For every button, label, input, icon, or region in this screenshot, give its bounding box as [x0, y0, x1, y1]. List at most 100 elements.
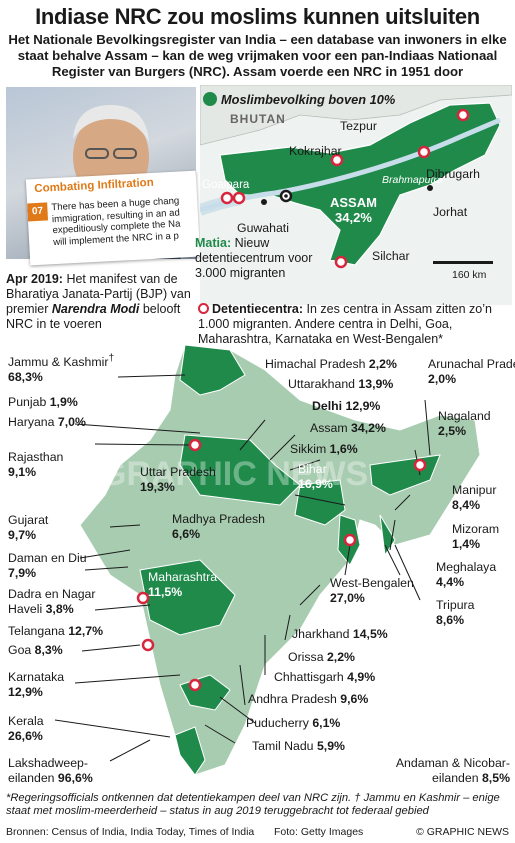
- label-jharkhand: Jharkhand 14,5%: [292, 627, 388, 642]
- state-name: Delhi: [312, 399, 343, 413]
- label-tripura: Tripura 8,6%: [436, 598, 475, 627]
- label-mizoram: Mizoram 1,4%: [452, 522, 499, 551]
- place-tezpur: Tezpur: [340, 119, 377, 133]
- detention-text: Detentiecentra: In zes centra in Assam z…: [198, 302, 508, 347]
- label-tamil-nadu: Tamil Nadu 5,9%: [252, 739, 345, 754]
- state-name: Andhra Pradesh: [248, 692, 337, 706]
- label-goa: Goa 8,3%: [8, 643, 63, 658]
- state-value: 4,4%: [436, 574, 465, 589]
- modi-name: Narendra Modi: [51, 302, 140, 316]
- legend-label: Moslimbevolking boven 10%: [221, 92, 396, 107]
- label-bihar: Bihar 16,9%: [298, 462, 333, 491]
- state-value: 14,5%: [352, 627, 388, 641]
- state-name: Andaman & Nicobar-eilanden: [395, 756, 510, 785]
- state-name: Kerala: [8, 714, 44, 728]
- state-value: 7,0%: [57, 415, 86, 429]
- state-value: 19,3%: [140, 479, 175, 494]
- state-name: Jammu & Kashmir: [8, 355, 109, 370]
- label-chhattisgarh: Chhattisgarh 4,9%: [274, 670, 375, 685]
- label-assam-state: Assam 34,2%: [310, 421, 386, 436]
- place-dibrugarh: Dibrugarh: [426, 167, 480, 181]
- label-maharashtra: Maharashtra 11,5%: [148, 570, 217, 599]
- card-number: 07: [27, 202, 49, 222]
- state-name: Lakshadweep-eilanden: [8, 756, 88, 785]
- state-name: Maharashtra: [148, 570, 218, 584]
- label-dadra-nagar-haveli: Dadra en Nagar Haveli 3,8%: [8, 587, 100, 616]
- label-west-bengal: West-Bengalen 27,0%: [330, 576, 414, 605]
- label-delhi: Delhi 12,9%: [312, 399, 380, 414]
- state-name: Mizoram: [452, 522, 500, 536]
- state-value: 1,6%: [329, 442, 358, 456]
- label-uttar-pradesh: Uttar Pradesh 19,3%: [140, 465, 216, 494]
- source-credit: Bronnen: Census of India, India Today, T…: [6, 826, 255, 838]
- label-rajasthan: Rajasthan 9,1%: [8, 450, 63, 479]
- manifesto-text-part: Het manifest van de Bharatiya Janata-Par…: [6, 272, 191, 316]
- label-meghalaya: Meghalaya 4,4%: [436, 560, 496, 589]
- watermark: GRAPHIC NEWS: [100, 455, 368, 493]
- state-name: Dadra en Nagar Haveli: [8, 587, 96, 616]
- manifesto-date: Apr 2019:: [6, 272, 63, 286]
- matia-desc: Nieuw detentiecentrum voor 3.000 migrant…: [195, 236, 313, 280]
- state-name: Assam: [310, 421, 348, 435]
- state-name: Orissa: [288, 650, 324, 664]
- page-subtitle: Het Nationale Bevolkingsregister van Ind…: [8, 32, 507, 79]
- state-name: Daman en Diu: [8, 551, 87, 565]
- state-name: Uttar Pradesh: [140, 465, 216, 479]
- state-value: 13,9%: [358, 377, 394, 391]
- state-name: Jharkhand: [292, 627, 350, 641]
- state-name: Telangana: [8, 624, 65, 638]
- label-kerala: Kerala 26,6%: [8, 714, 44, 743]
- card-text: There has been a huge chang immigration,…: [51, 194, 200, 248]
- matia-name: Matia:: [195, 236, 232, 250]
- state-value: 16,9%: [298, 476, 333, 491]
- state-value: 2,2%: [368, 357, 397, 371]
- manifesto-text-part: belooft NRC in te voeren: [6, 302, 181, 331]
- label-puducherry: Puducherry 6,1%: [246, 716, 340, 731]
- footnote: *Regeringsofficials ontkennen dat detent…: [6, 792, 500, 817]
- state-value: 27,0%: [330, 590, 365, 605]
- card-title: Combating Infiltration: [34, 176, 154, 196]
- label-telangana: Telangana 12,7%: [8, 624, 103, 639]
- assam-name: ASSAM: [330, 195, 377, 210]
- state-value: 2,5%: [438, 423, 467, 438]
- label-assam: ASSAM 34,2%: [330, 195, 377, 225]
- label-daman-diu: Daman en Diu 7,9%: [8, 551, 88, 580]
- state-value: 9,6%: [340, 692, 369, 706]
- detention-markers: [220, 108, 470, 269]
- scale-label: 160 km: [452, 269, 487, 281]
- label-lakshadweep: Lakshadweep-eilanden 96,6%: [8, 756, 120, 785]
- legend-swatch: [203, 92, 217, 106]
- state-name: Rajasthan: [8, 450, 64, 464]
- place-jorhat: Jorhat: [433, 205, 468, 219]
- state-value: 9,7%: [8, 527, 37, 542]
- matia-text: Matia: Nieuw detentiecentrum voor 3.000 …: [195, 236, 315, 281]
- label-orissa: Orissa 2,2%: [288, 650, 355, 665]
- state-value: 6,6%: [172, 526, 201, 541]
- label-brahmaputra: Brahmaputra: [382, 174, 443, 186]
- place-guwahati: Guwahati: [237, 221, 289, 235]
- label-nagaland: Nagaland 2,5%: [438, 409, 491, 438]
- page-title: Indiase NRC zou moslims kunnen uitsluite…: [35, 4, 480, 29]
- label-punjab: Punjab 1,9%: [8, 395, 78, 410]
- label-karnataka: Karnataka 12,9%: [8, 670, 64, 699]
- state-name: Chhattisgarh: [274, 670, 344, 684]
- state-value: 26,6%: [8, 728, 43, 743]
- leader-lines: [54, 374, 431, 762]
- copyright: © GRAPHIC NEWS: [416, 826, 509, 838]
- assam-map: [200, 85, 512, 305]
- assam-legend: Moslimbevolking boven 10%: [203, 92, 395, 108]
- state-name: Himachal Pradesh: [265, 357, 366, 371]
- state-value: 6,1%: [312, 716, 341, 730]
- state-value: 3,8%: [45, 601, 74, 616]
- state-value: 11,5%: [148, 584, 183, 599]
- label-haryana: Haryana 7,0%: [8, 415, 86, 430]
- label-bhutan: BHUTAN: [230, 112, 286, 126]
- dagger-mark: †: [108, 353, 115, 364]
- state-value: 12,9%: [8, 684, 43, 699]
- place-goalpara: Goalpara: [202, 179, 250, 191]
- map-detention-markers: [136, 438, 427, 692]
- state-name: Meghalaya: [436, 560, 497, 574]
- detention-desc: In zes centra in Assam zitten zo’n 1.000…: [198, 302, 492, 346]
- state-name: Tripura: [436, 598, 475, 612]
